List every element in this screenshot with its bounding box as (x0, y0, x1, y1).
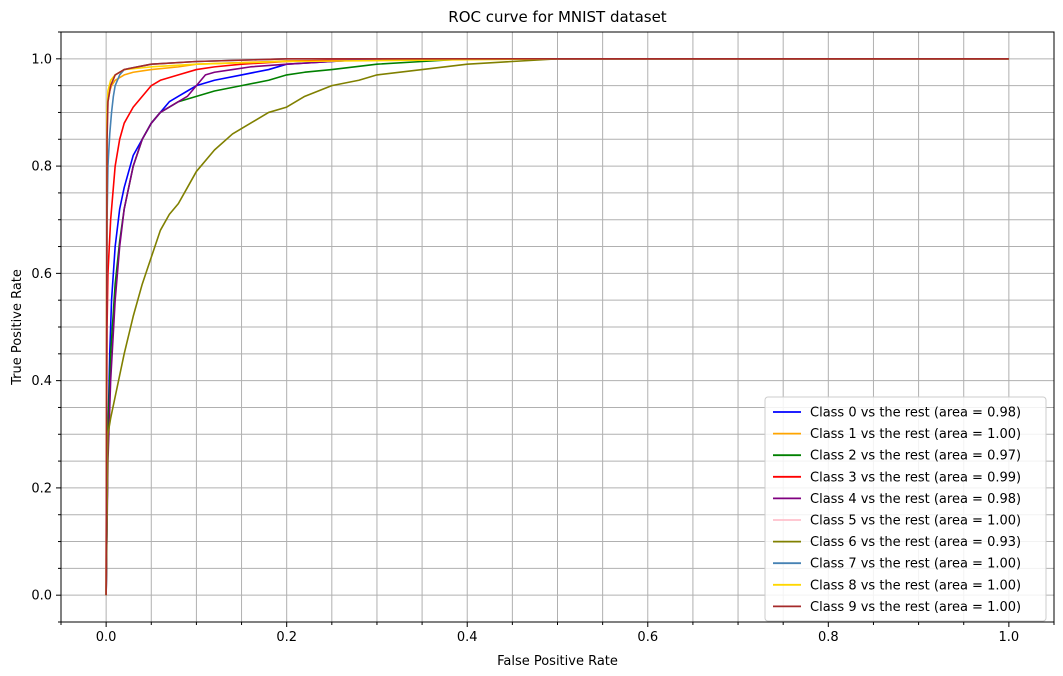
roc-line-class-4 (105, 58, 1009, 596)
y-tick-label: 0.2 (31, 481, 52, 496)
y-tick-label: 0.4 (31, 374, 52, 389)
legend-label: Class 8 vs the rest (area = 1.00) (810, 578, 1021, 593)
legend-label: Class 2 vs the rest (area = 0.97) (810, 449, 1021, 464)
legend-label: Class 9 vs the rest (area = 1.00) (810, 600, 1021, 615)
legend-label: Class 7 vs the rest (area = 1.00) (810, 557, 1021, 572)
y-tick-label: 0.6 (31, 267, 52, 282)
x-axis-ticks: 0.0 0.2 0.4 0.6 0.8 1.0 (60, 622, 1055, 645)
y-tick-label: 1.0 (31, 52, 52, 67)
legend-label: Class 5 vs the rest (area = 1.00) (810, 514, 1021, 529)
legend-label: Class 4 vs the rest (area = 0.98) (810, 492, 1021, 507)
y-tick-label: 0.8 (31, 160, 52, 175)
legend-label: Class 6 vs the rest (area = 0.93) (810, 535, 1021, 550)
y-tick-label: 0.0 (31, 589, 52, 604)
x-tick-label: 0.8 (818, 630, 839, 645)
x-tick-label: 1.0 (999, 630, 1020, 645)
roc-line-class-9 (105, 58, 1009, 596)
y-axis-ticks: 0.0 0.2 0.4 0.6 0.8 1.0 (31, 31, 61, 623)
series-lines (105, 58, 1009, 596)
chart-title: ROC curve for MNIST dataset (448, 8, 667, 26)
legend: Class 0 vs the rest (area = 0.98) Class 1… (764, 396, 1047, 622)
x-tick-label: 0.0 (96, 630, 117, 645)
legend-label: Class 0 vs the rest (area = 0.98) (810, 406, 1021, 421)
x-tick-label: 0.2 (276, 630, 297, 645)
legend-label: Class 1 vs the rest (area = 1.00) (810, 427, 1021, 442)
x-tick-label: 0.6 (637, 630, 658, 645)
roc-line-class-3 (105, 58, 1009, 596)
x-axis-title: False Positive Rate (497, 654, 618, 669)
x-tick-label: 0.4 (457, 630, 478, 645)
y-axis-title: True Positive Rate (10, 269, 25, 386)
roc-line-class-6 (105, 58, 1009, 596)
legend-label: Class 3 vs the rest (area = 0.99) (810, 470, 1021, 485)
legend-box (764, 396, 1047, 622)
